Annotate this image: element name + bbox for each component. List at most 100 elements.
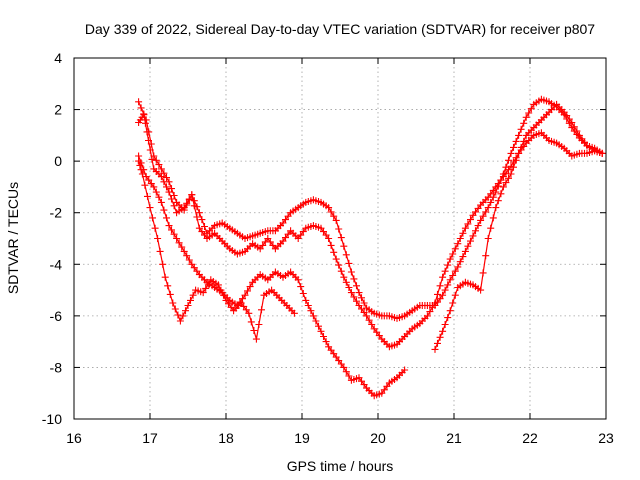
data-point-marker (174, 311, 182, 319)
data-point-marker (446, 307, 454, 315)
data-point-marker (189, 291, 197, 299)
data-point-marker (426, 308, 434, 316)
data-point-marker (165, 222, 173, 230)
data-point-marker (487, 198, 495, 206)
y-tick-label: -6 (50, 308, 63, 324)
x-tick-label: 22 (522, 430, 538, 446)
y-tick-label: 0 (54, 153, 62, 169)
tick-layer: 16 17 18 19 20 21 22 23 -10 -8 -6 -4 -2 0 2 4 (42, 50, 614, 446)
data-point-marker (176, 317, 184, 325)
data-point-marker (335, 261, 343, 269)
data-point-marker (250, 327, 258, 334)
data-point-marker (360, 299, 368, 307)
data-point-marker (140, 166, 148, 174)
data-point-marker (168, 185, 175, 193)
data-point-marker (525, 109, 533, 117)
data-point-marker (456, 258, 464, 266)
data-point-marker (484, 235, 492, 242)
data-point-marker (157, 165, 165, 173)
data-point-marker (190, 197, 198, 205)
data-point-marker (312, 317, 320, 325)
data-point-marker (342, 278, 350, 286)
data-point-marker (185, 256, 193, 264)
data-point-marker (515, 131, 523, 139)
data-point-marker (150, 152, 158, 160)
data-point-marker (141, 119, 149, 127)
data-point-marker (479, 212, 487, 220)
series-trace-5 (431, 100, 606, 353)
data-point-marker (510, 143, 517, 151)
data-point-marker (469, 232, 477, 240)
data-point-marker (512, 137, 520, 145)
data-point-marker (350, 293, 358, 301)
data-point-marker (135, 152, 143, 160)
data-point-marker (456, 235, 464, 242)
x-tick-label: 20 (370, 430, 386, 446)
data-point-marker (487, 224, 495, 232)
data-point-marker (568, 119, 576, 126)
data-point-marker (449, 272, 457, 279)
data-point-marker (152, 156, 160, 164)
data-point-marker (598, 149, 606, 157)
data-point-marker (325, 204, 333, 212)
data-point-marker (479, 269, 487, 277)
data-point-marker (163, 214, 170, 222)
data-point-marker (520, 119, 528, 127)
data-point-marker (170, 230, 178, 238)
x-tick-label: 16 (66, 430, 82, 446)
data-point-marker (441, 286, 449, 294)
data-point-marker (169, 299, 177, 307)
data-point-marker (454, 263, 462, 271)
grid-layer (74, 58, 606, 419)
data-point-marker (467, 237, 474, 245)
data-point-marker (505, 156, 512, 164)
data-point-marker (492, 204, 500, 212)
data-point-marker (135, 98, 143, 106)
data-point-marker (330, 248, 338, 256)
data-point-marker (156, 247, 164, 255)
data-point-marker (449, 299, 457, 307)
data-point-marker (340, 363, 348, 371)
data-point-marker (355, 289, 363, 297)
data-point-marker (241, 291, 249, 299)
data-point-marker (195, 209, 203, 217)
data-point-marker (185, 196, 193, 204)
data-point-marker (347, 268, 355, 276)
data-point-marker (459, 253, 467, 261)
y-tick-label: -10 (42, 411, 62, 427)
data-point-marker (446, 276, 454, 284)
data-point-marker (350, 275, 358, 283)
data-point-marker (340, 273, 348, 281)
data-point-marker (168, 226, 175, 234)
data-point-marker (444, 314, 452, 322)
data-point-marker (180, 206, 188, 214)
series-trace-3 (135, 111, 606, 351)
data-point-marker (144, 192, 151, 200)
x-tick-label: 23 (598, 430, 614, 446)
data-point-marker (439, 273, 447, 281)
data-point-marker (345, 284, 353, 291)
data-point-marker (327, 208, 335, 216)
data-point-marker (512, 156, 520, 164)
data-point-marker (484, 204, 492, 212)
data-point-marker (527, 105, 535, 113)
data-point-marker (358, 294, 365, 302)
data-point-marker (184, 302, 192, 309)
data-point-marker (151, 224, 159, 232)
data-point-marker (160, 206, 168, 214)
data-point-marker (431, 345, 439, 353)
x-axis-label: GPS time / hours (287, 458, 394, 474)
data-point-marker (335, 225, 343, 233)
y-tick-label: -2 (50, 205, 63, 221)
data-point-marker (252, 335, 260, 343)
data-point-marker (157, 198, 165, 206)
data-point-marker (150, 183, 158, 191)
data-point-marker (178, 243, 186, 251)
data-point-marker (520, 137, 528, 145)
data-point-marker (444, 281, 452, 289)
y-tick-label: 4 (54, 50, 62, 66)
data-point-marker (515, 149, 523, 157)
data-point-marker (474, 222, 482, 230)
data-point-marker (446, 255, 454, 263)
data-point-marker (489, 193, 497, 201)
